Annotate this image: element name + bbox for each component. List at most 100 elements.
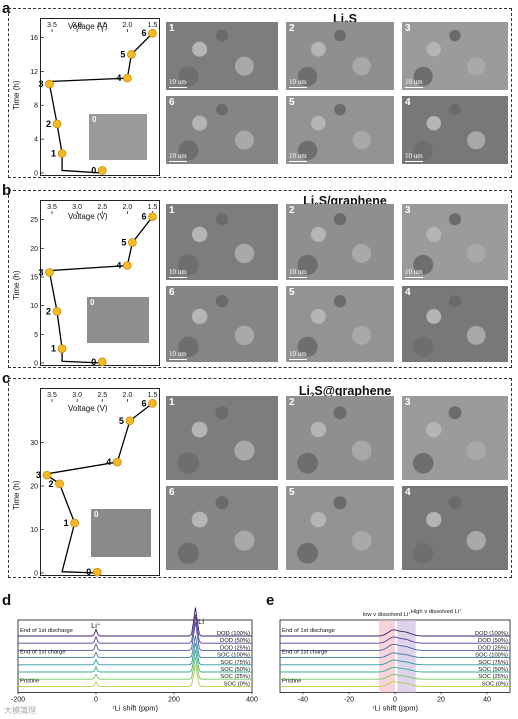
scale-bar: 10 um	[405, 268, 423, 278]
state-marker-label: 4	[106, 457, 111, 467]
time-axis-label-c: Time (h)	[12, 480, 21, 510]
sem-image-b-1: 1 10 um	[166, 204, 278, 280]
state-marker-label: 4	[116, 73, 121, 83]
state-marker	[52, 307, 62, 316]
nmr-trace	[280, 636, 510, 644]
sem-image-c-6: 6	[166, 486, 278, 570]
sem-image-label: 3	[405, 397, 411, 408]
state-marker-label: 3	[36, 470, 41, 480]
sem-image-label: 5	[289, 97, 295, 108]
voltage-tick-label: 2.5	[97, 22, 107, 29]
sem-image-a-5: 5 10 um	[286, 96, 394, 164]
sem-image-a-3: 3 10 um	[402, 22, 508, 90]
sem-image-label: 3	[405, 23, 411, 34]
sem-image-a-6: 6 10 um	[166, 96, 278, 164]
nmr-trace	[280, 659, 510, 666]
trace-state-label: SOC (100%)	[475, 653, 508, 659]
voltage-tick-label: 3.0	[72, 392, 82, 399]
trace-state-label: SOC (50%)	[478, 667, 508, 673]
band-high-label: High ν dissolved Li⁺	[411, 608, 462, 615]
state-marker	[42, 470, 52, 480]
panel-c-frame	[8, 378, 512, 578]
state-marker-label: 5	[121, 238, 126, 248]
state-marker-label: 5	[119, 416, 124, 426]
panel-label-b: b	[2, 182, 12, 199]
panel-c-curve-plot: 3.5 3.0 2.5 2.0 1.5 30 20 10 0 0 1 2 3 4 5 6 0	[30, 388, 160, 578]
time-tick-label: 8	[34, 103, 38, 110]
state-marker-label: 3	[38, 79, 43, 89]
sem-image-label: 3	[405, 205, 411, 216]
nmr-spectrum-d: DOD (100%)DOD (50%)DOD (25%)SOC (100%)SO…	[11, 607, 258, 712]
state-marker	[123, 73, 132, 83]
trace-state-label: DOD (25%)	[220, 645, 250, 651]
nmr-trace	[280, 629, 510, 637]
voltage-tick-label: 1.5	[148, 392, 158, 399]
watermark: 大模識理	[4, 706, 36, 715]
nmr-trace	[280, 643, 510, 651]
sem-image-a-4: 4 10 um	[402, 96, 508, 164]
x-axis-label: ⁷Li shift (ppm)	[112, 703, 159, 712]
sem-image-c-2: 2	[286, 396, 394, 480]
panel-label-c: c	[2, 370, 11, 387]
state-marker	[70, 518, 79, 528]
trace-state-label: SOC (100%)	[217, 653, 250, 659]
voltage-tick-label: 3.5	[47, 392, 57, 399]
peak-label-li: Li	[198, 617, 204, 626]
sem-image-label: 6	[169, 487, 175, 498]
state-marker	[148, 399, 157, 408]
voltage-time-chart-b: 3.5 3.0 2.5 2.0 1.5 25 20 15 10 5 0 0 1 2 3 4 5 6	[30, 204, 158, 368]
sem-image-c-3: 3	[402, 396, 508, 480]
state-marker-label: 4	[116, 260, 121, 270]
sem-image-label: 5	[289, 287, 295, 298]
state-marker-label: 2	[46, 119, 51, 129]
sem-image-a-2: 2 10 um	[286, 22, 394, 90]
state-marker	[148, 212, 157, 222]
trace-group-label: Pristine	[282, 678, 301, 684]
time-tick-label: 16	[30, 35, 38, 42]
sem-image-label: 5	[289, 487, 295, 498]
trace-state-label: SOC (0%)	[482, 681, 508, 687]
trace-state-label: SOC (25%)	[220, 674, 250, 680]
state-marker-label: 3	[38, 267, 43, 277]
time-axis-label-b: Time (h)	[12, 270, 21, 300]
time-tick-label: 25	[30, 217, 38, 224]
state-marker	[55, 479, 64, 489]
nmr-trace	[18, 635, 252, 659]
nmr-trace	[18, 607, 252, 637]
state-marker	[45, 268, 54, 277]
sem-image-c-1: 1	[166, 396, 278, 480]
voltage-tick-label: 3.5	[47, 22, 57, 29]
scale-bar: 10 um	[169, 152, 187, 162]
voltage-tick-label: 1.5	[148, 204, 158, 211]
nmr-spectrum-e: low ν dissolved Li⁺ High ν dissolved Li⁺ D…	[279, 608, 511, 712]
sem-image-a-1: 1 10 um	[166, 22, 278, 90]
time-tick-label: 30	[30, 440, 38, 447]
high-shift-band	[397, 620, 416, 693]
sem-image-b-2: 2 10 um	[286, 204, 394, 280]
trace-group-label: End of 1st charge	[282, 650, 327, 656]
trace-state-label: SOC (75%)	[220, 660, 250, 666]
state-marker	[148, 28, 157, 38]
nmr-trace	[18, 621, 252, 651]
state-marker	[123, 261, 132, 270]
scale-bar: 10 um	[169, 78, 187, 88]
state-marker	[52, 119, 62, 129]
time-tick-label: 10	[30, 303, 38, 310]
trace-state-label: SOC (25%)	[478, 674, 508, 680]
state-marker	[127, 50, 136, 59]
x-tick-label: 40	[483, 696, 491, 703]
state-marker-label: 5	[120, 49, 125, 59]
inset-sem-image-a: 0	[89, 114, 147, 160]
x-tick-label: 0	[393, 696, 397, 703]
nmr-trace	[18, 642, 252, 666]
time-tick-label: 20	[30, 484, 38, 491]
sem-image-label: 1	[169, 23, 175, 34]
panel-label-e: e	[266, 592, 275, 609]
nmr-trace	[18, 614, 252, 644]
voltage-axis-label-a: Voltage (V)	[68, 22, 108, 31]
sem-image-label: 1	[169, 397, 175, 408]
time-tick-label: 12	[30, 69, 38, 76]
state-marker-label: 1	[51, 344, 56, 354]
trace-group-label: End of 1st discharge	[20, 628, 73, 634]
